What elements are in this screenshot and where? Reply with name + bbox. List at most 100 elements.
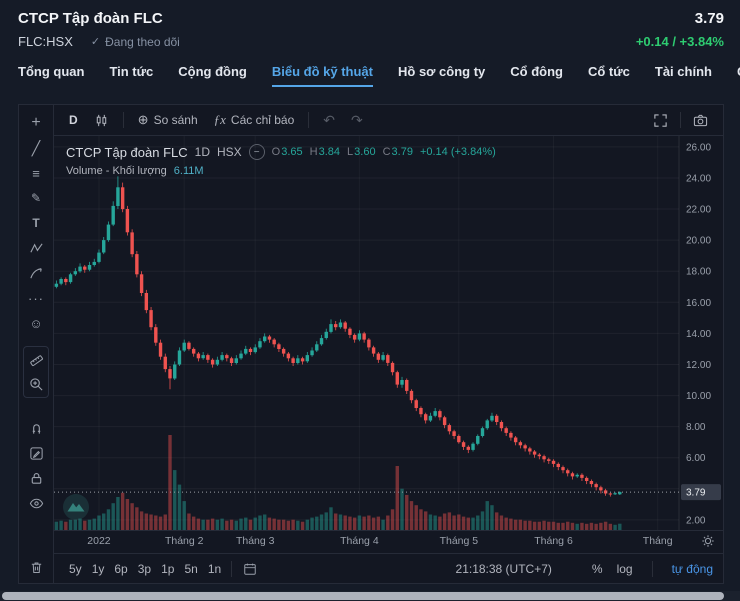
camera-icon[interactable]: [686, 110, 715, 131]
tab-tong-quan[interactable]: Tổng quan: [18, 63, 85, 79]
lock-icon[interactable]: [25, 468, 47, 488]
range-6m-button[interactable]: 6p: [114, 562, 128, 576]
chart-legend: CTCP Tập đoàn FLC 1D HSX − O 3.65 H 3.84 L…: [66, 144, 496, 179]
range-1d-button[interactable]: 1n: [207, 562, 222, 576]
low-label: L: [347, 145, 354, 158]
toolbar-separator: [122, 112, 124, 128]
time-axis-label: 2022: [87, 535, 111, 547]
range-5d-button[interactable]: 5n: [184, 562, 198, 576]
time-axis-label: Tháng 6: [534, 535, 573, 547]
zoom-in-icon[interactable]: [25, 374, 47, 394]
svg-text:16.00: 16.00: [686, 298, 711, 309]
tab-ho-so-cong-ty[interactable]: Hồ sơ công ty: [398, 63, 486, 79]
svg-text:2.00: 2.00: [686, 515, 706, 526]
drawing-toolbar: + ╱ ≡ ✎ T ··· ☺: [19, 105, 54, 583]
tab-cong-dong[interactable]: Cộng đồng: [178, 63, 247, 79]
section-tabs: Tổng quan Tin tức Cộng đồng Biểu đồ kỹ t…: [0, 57, 740, 87]
current-price: 3.79: [694, 10, 724, 27]
chart-area: 26.00 24.00 22.00 20.00 18.00 16.00 14.00 12.00…: [54, 136, 723, 530]
redo-icon[interactable]: ↷: [351, 111, 363, 128]
check-icon: ✓: [90, 36, 101, 48]
draw-mode-icon[interactable]: [25, 443, 47, 463]
log-scale-button[interactable]: log: [616, 562, 633, 576]
candlestick-chart[interactable]: 26.00 24.00 22.00 20.00 18.00 16.00 14.00 12.00…: [54, 136, 723, 530]
interval-button[interactable]: D: [69, 113, 78, 127]
ticker-symbol: FLC:HSX: [18, 34, 73, 49]
close-label: C: [382, 145, 391, 158]
undo-icon[interactable]: ↶: [323, 111, 336, 128]
stock-header: CTCP Tập đoàn FLC 3.79 FLC:HSX ✓ Đang th…: [0, 0, 740, 49]
high-label: H: [309, 145, 318, 158]
fullscreen-icon[interactable]: [646, 110, 675, 131]
scrollbar-thumb[interactable]: [2, 592, 724, 600]
more-tools-icon[interactable]: ···: [28, 290, 44, 306]
chart-toolbar: D ⊕ So sánh ƒx Các chỉ báo ↶ ↷: [54, 105, 723, 136]
svg-text:22.00: 22.00: [686, 205, 711, 216]
tab-gia-qua-khu[interactable]: Giá quá khứ: [737, 57, 740, 87]
time-axis[interactable]: 2022 Tháng 2 Tháng 3 Tháng 4 Tháng 5 Tháng 6 T…: [54, 530, 723, 553]
compare-button[interactable]: ⊕ So sánh: [131, 109, 205, 131]
indicators-button[interactable]: ƒx Các chỉ báo: [207, 109, 302, 131]
chart-main: D ⊕ So sánh ƒx Các chỉ báo ↶ ↷: [54, 105, 723, 583]
follow-button[interactable]: ✓ Đang theo dõi: [91, 35, 180, 49]
chart-bottom-bar: 5y 1y 6p 3p 1p 5n 1n 21:18:38 (UTC+7) % …: [54, 553, 723, 584]
tab-co-tuc[interactable]: Cổ tức: [587, 63, 630, 79]
open-value: 3.65: [281, 145, 303, 158]
svg-text:18.00: 18.00: [686, 267, 711, 278]
svg-text:3.79: 3.79: [686, 488, 706, 499]
forecast-icon[interactable]: [25, 263, 47, 283]
magnet-icon[interactable]: [25, 418, 47, 438]
measure-icon[interactable]: [25, 350, 47, 370]
calendar-icon[interactable]: [243, 562, 257, 576]
compare-icon: ⊕: [137, 112, 149, 127]
trash-icon[interactable]: [25, 557, 47, 577]
toolbar-separator: [231, 561, 233, 577]
emoji-icon[interactable]: ☺: [29, 315, 43, 331]
eye-icon[interactable]: [25, 493, 47, 513]
crosshair-icon[interactable]: +: [31, 114, 41, 131]
measure-zoom-group: [23, 346, 49, 398]
legend-interval[interactable]: 1D: [194, 144, 210, 159]
time-axis-label: Tháng: [642, 535, 673, 547]
trend-line-icon[interactable]: ╱: [31, 140, 41, 156]
svg-text:10.00: 10.00: [686, 391, 711, 402]
text-tool-icon[interactable]: T: [32, 216, 40, 230]
range-1y-button[interactable]: 1y: [91, 562, 105, 576]
svg-text:14.00: 14.00: [686, 329, 711, 340]
chart-widget: + ╱ ≡ ✎ T ··· ☺: [18, 104, 724, 584]
legend-change: +0.14 (+3.84%): [419, 145, 496, 158]
time-axis-label: Tháng 5: [439, 535, 479, 547]
tab-tai-chinh[interactable]: Tài chính: [654, 63, 712, 79]
range-3m-button[interactable]: 3p: [137, 562, 152, 576]
volume-value: 6.11M: [173, 165, 204, 177]
chart-type-candles-icon[interactable]: [87, 110, 116, 131]
compare-label: So sánh: [153, 113, 198, 127]
percent-scale-button[interactable]: %: [591, 562, 603, 576]
low-value: 3.60: [354, 145, 376, 158]
tab-bieu-do-ky-thuat[interactable]: Biểu đồ kỹ thuật: [271, 57, 373, 87]
fx-icon: ƒx: [213, 112, 226, 127]
open-label: O: [271, 145, 281, 158]
tab-tin-tuc[interactable]: Tin tức: [109, 63, 154, 79]
time-axis-label: Tháng 2: [164, 535, 204, 547]
svg-text:8.00: 8.00: [686, 422, 706, 433]
svg-text:20.00: 20.00: [686, 236, 711, 247]
svg-text:24.00: 24.00: [686, 174, 711, 185]
time-axis-label: Tháng 3: [235, 535, 275, 547]
range-1m-button[interactable]: 1p: [161, 562, 175, 576]
mountains-icon: [63, 494, 89, 520]
clock: 21:18:38 (UTC+7): [455, 562, 552, 576]
page-title: CTCP Tập đoàn FLC: [18, 10, 163, 27]
toolbar-separator: [308, 112, 310, 128]
pattern-icon[interactable]: [25, 238, 47, 258]
auto-scale-button[interactable]: tự động: [671, 562, 713, 576]
gear-icon[interactable]: [701, 534, 715, 551]
fibonacci-icon[interactable]: ≡: [32, 165, 40, 181]
collapse-series-icon[interactable]: −: [248, 144, 265, 160]
indicators-label: Các chỉ báo: [230, 113, 295, 127]
horizontal-scrollbar[interactable]: [0, 591, 740, 601]
range-5y-button[interactable]: 5y: [69, 562, 82, 576]
tab-co-dong[interactable]: Cổ đông: [510, 63, 563, 79]
brush-icon[interactable]: ✎: [30, 191, 42, 205]
